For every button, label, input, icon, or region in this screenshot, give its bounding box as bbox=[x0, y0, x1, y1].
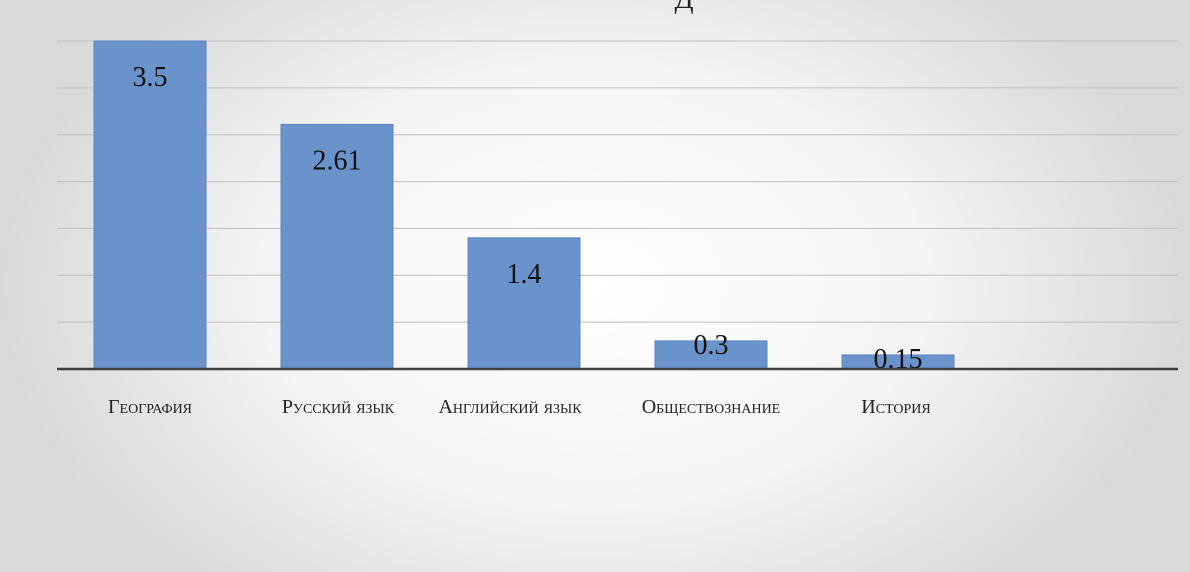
category-label: Русский язык bbox=[282, 396, 395, 418]
data-label: 0.3 bbox=[694, 330, 729, 361]
chart-title: Д bbox=[674, 0, 693, 15]
bar bbox=[654, 340, 768, 370]
data-label: 0.15 bbox=[874, 344, 923, 375]
category-label: Обществознание bbox=[642, 396, 781, 418]
category-labels: География Русский язык Английский язык Обще… bbox=[108, 396, 931, 418]
category-label: Английский язык bbox=[438, 396, 582, 418]
data-label: 3.5 bbox=[133, 62, 168, 93]
bars bbox=[93, 40, 955, 370]
gridlines bbox=[57, 40, 1178, 323]
data-label: 1.4 bbox=[507, 259, 542, 290]
bar bbox=[467, 237, 581, 370]
category-label: География bbox=[108, 396, 192, 418]
bar bbox=[280, 123, 394, 370]
data-label: 2.61 bbox=[313, 145, 362, 176]
category-label: История bbox=[861, 396, 931, 418]
